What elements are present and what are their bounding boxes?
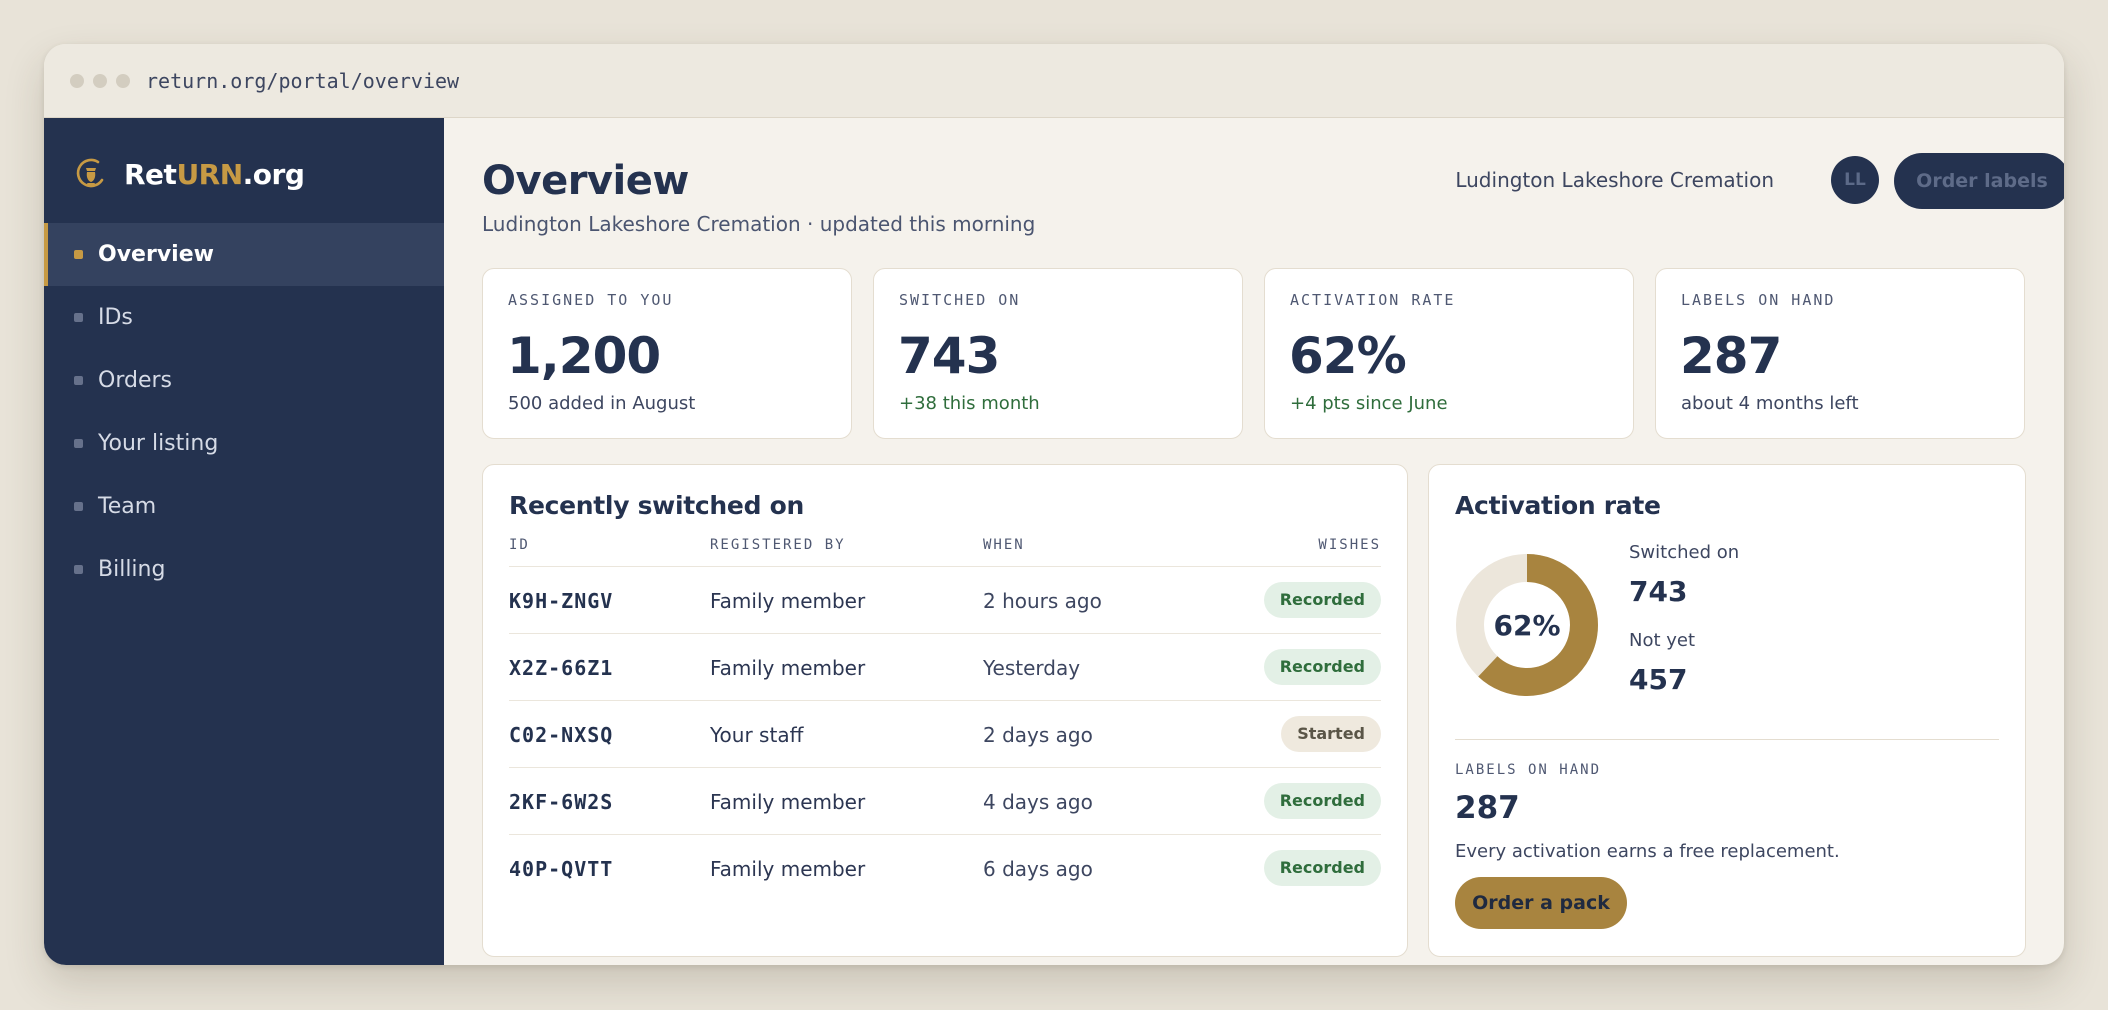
id-cell: X2Z-66Z1 — [509, 655, 614, 680]
status-badge: Recorded — [1263, 582, 1381, 618]
sidebar-nav: Overview IDs Orders Your listing Team Bi… — [44, 223, 444, 601]
bullet-icon — [74, 376, 83, 385]
sidebar: RetURN.org Overview IDs Orders Your list… — [44, 118, 444, 965]
stat-card-switched-on: SWITCHED ON 743 +38 this month — [873, 268, 1243, 439]
address-bar[interactable]: return.org/portal/overview — [146, 69, 460, 93]
when-cell: 2 days ago — [983, 722, 1093, 747]
order-labels-button[interactable]: Order labels — [1894, 153, 2064, 209]
status-badge: Recorded — [1263, 649, 1381, 685]
sidebar-item-label: IDs — [98, 305, 133, 330]
labels-on-hand-note: Every activation earns a free replacemen… — [1455, 841, 1840, 862]
donut-svg — [1456, 554, 1598, 696]
bullet-icon — [74, 250, 83, 259]
sidebar-item-label: Team — [98, 494, 157, 519]
stat-note: +38 this month — [899, 393, 1040, 414]
status-badge: Recorded — [1263, 850, 1381, 886]
registered-by-cell: Family member — [710, 856, 866, 881]
table-row[interactable]: 2KF-6W2S Family member 4 days ago Record… — [509, 767, 1381, 834]
stat-label: LABELS ON HAND — [1681, 291, 1836, 309]
when-cell: Yesterday — [983, 655, 1081, 680]
stat-card-activation-rate: ACTIVATION RATE 62% +4 pts since June — [1264, 268, 1634, 439]
activation-rate-panel: Activation rate 62% Switched on 743 Not … — [1428, 464, 2026, 957]
sidebar-item-label: Billing — [98, 557, 166, 582]
status-badge: Recorded — [1263, 783, 1381, 819]
registered-by-cell: Your staff — [710, 722, 804, 747]
bullet-icon — [74, 565, 83, 574]
sidebar-item-billing[interactable]: Billing — [44, 538, 444, 601]
stat-value: 1,200 — [507, 327, 661, 385]
stat-note: about 4 months left — [1681, 393, 1859, 414]
registered-by-cell: Family member — [710, 588, 866, 613]
browser-titlebar: return.org/portal/overview — [44, 44, 2064, 118]
table-row[interactable]: K9H-ZNGV Family member 2 hours ago Recor… — [509, 566, 1381, 633]
bullet-icon — [74, 313, 83, 322]
sidebar-item-team[interactable]: Team — [44, 475, 444, 538]
id-cell: 2KF-6W2S — [509, 789, 614, 814]
stat-value: 62% — [1289, 327, 1407, 385]
recent-activations-panel: Recently switched on ID REGISTERED BY WH… — [482, 464, 1408, 957]
column-header-id: ID — [509, 537, 530, 553]
brand-name: RetURN.org — [124, 157, 305, 191]
table-row[interactable]: C02-NXSQ Your staff 2 days ago Started — [509, 700, 1381, 767]
id-cell: 40P-QVTT — [509, 856, 614, 881]
column-header-wishes: WISHES — [1318, 537, 1381, 553]
donut-percent-label: 62% — [1493, 608, 1561, 642]
stat-label: SWITCHED ON — [899, 291, 1021, 309]
stat-label: ASSIGNED TO YOU — [508, 291, 674, 309]
window-maximize-dot[interactable] — [116, 74, 130, 88]
when-cell: 2 hours ago — [983, 588, 1102, 613]
bullet-icon — [74, 502, 83, 511]
sidebar-item-label: Orders — [98, 368, 172, 393]
sidebar-item-label: Your listing — [98, 431, 219, 456]
sidebar-item-ids[interactable]: IDs — [44, 286, 444, 349]
not-yet-label: Not yet — [1629, 630, 1696, 651]
stat-value: 287 — [1680, 327, 1782, 385]
table-row[interactable]: 40P-QVTT Family member 6 days ago Record… — [509, 834, 1381, 901]
org-name: Ludington Lakeshore Cremation — [1455, 168, 1774, 192]
registered-by-cell: Family member — [710, 789, 866, 814]
sidebar-item-orders[interactable]: Orders — [44, 349, 444, 412]
stat-note: +4 pts since June — [1290, 393, 1448, 414]
table-row[interactable]: X2Z-66Z1 Family member Yesterday Recorde… — [509, 633, 1381, 700]
bullet-icon — [74, 439, 83, 448]
registered-by-cell: Family member — [710, 655, 866, 680]
activation-donut-chart: 62% — [1455, 553, 1599, 697]
status-badge: Started — [1281, 716, 1381, 752]
urn-icon — [76, 158, 104, 188]
stat-value: 743 — [898, 327, 1000, 385]
column-header-when: WHEN — [983, 537, 1025, 553]
avatar[interactable]: LL — [1831, 156, 1879, 204]
panel-title: Activation rate — [1455, 491, 1661, 520]
sidebar-item-your-listing[interactable]: Your listing — [44, 412, 444, 475]
page-title: Overview — [482, 158, 689, 204]
sidebar-item-label: Overview — [98, 242, 214, 267]
brand-logo[interactable]: RetURN.org — [74, 154, 305, 194]
divider — [1455, 739, 1999, 740]
labels-on-hand-label: LABELS ON HAND — [1455, 762, 1602, 778]
sidebar-item-overview[interactable]: Overview — [44, 223, 444, 286]
main-content: Overview Ludington Lakeshore Cremation ·… — [444, 118, 2064, 965]
stat-label: ACTIVATION RATE — [1290, 291, 1456, 309]
donut-arc — [1456, 554, 1598, 696]
id-cell: C02-NXSQ — [509, 722, 614, 747]
window-minimize-dot[interactable] — [93, 74, 107, 88]
switched-on-value: 743 — [1629, 575, 1688, 608]
stat-card-assigned: ASSIGNED TO YOU 1,200 500 added in Augus… — [482, 268, 852, 439]
browser-window: return.org/portal/overview RetURN.org Ov… — [44, 44, 2064, 965]
labels-on-hand-value: 287 — [1455, 790, 1520, 826]
panel-title: Recently switched on — [509, 491, 804, 520]
stat-note: 500 added in August — [508, 393, 696, 414]
page-subtitle: Ludington Lakeshore Cremation · updated … — [482, 212, 1036, 236]
stat-card-labels-on-hand: LABELS ON HAND 287 about 4 months left — [1655, 268, 2025, 439]
order-a-pack-button[interactable]: Order a pack — [1455, 877, 1627, 929]
id-cell: K9H-ZNGV — [509, 588, 614, 613]
switched-on-label: Switched on — [1629, 542, 1740, 563]
window-close-dot[interactable] — [70, 74, 84, 88]
when-cell: 6 days ago — [983, 856, 1093, 881]
not-yet-value: 457 — [1629, 663, 1688, 696]
column-header-registered-by: REGISTERED BY — [710, 537, 846, 553]
when-cell: 4 days ago — [983, 789, 1093, 814]
